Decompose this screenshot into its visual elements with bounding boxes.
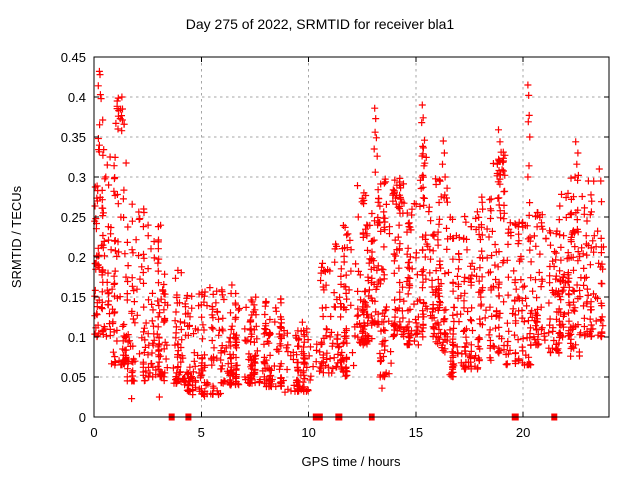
axis-layer — [93, 56, 610, 418]
y-tick-label: 0 — [79, 410, 86, 425]
y-axis-label: SRMTID / TECUs — [9, 185, 24, 288]
tick-label-layer: 0 0.05 0.1 0.15 0.2 0.25 0.3 0.35 0.4 0.45 0 5 10 15 2… — [61, 50, 531, 440]
data-points-layer — [91, 67, 607, 421]
x-tick-label: 10 — [301, 425, 315, 440]
y-tick-label: 0.25 — [61, 210, 86, 225]
x-tick-label: 20 — [516, 425, 530, 440]
y-tick-label: 0.1 — [68, 330, 86, 345]
plot-border — [93, 56, 610, 418]
y-tick-label: 0.35 — [61, 130, 86, 145]
x-axis-label: GPS time / hours — [302, 454, 401, 469]
scatter-points — [91, 67, 607, 403]
chart-title: Day 275 of 2022, SRMTID for receiver bla… — [186, 16, 455, 32]
y-tick-label: 0.15 — [61, 290, 86, 305]
y-tick-label: 0.2 — [68, 250, 86, 265]
y-tick-label: 0.45 — [61, 50, 86, 65]
x-tick-label: 0 — [90, 425, 97, 440]
y-tick-label: 0.4 — [68, 90, 86, 105]
y-tick-label: 0.3 — [68, 170, 86, 185]
x-tick-label: 5 — [198, 425, 205, 440]
x-tick-label: 15 — [409, 425, 423, 440]
y-tick-label: 0.05 — [61, 370, 86, 385]
